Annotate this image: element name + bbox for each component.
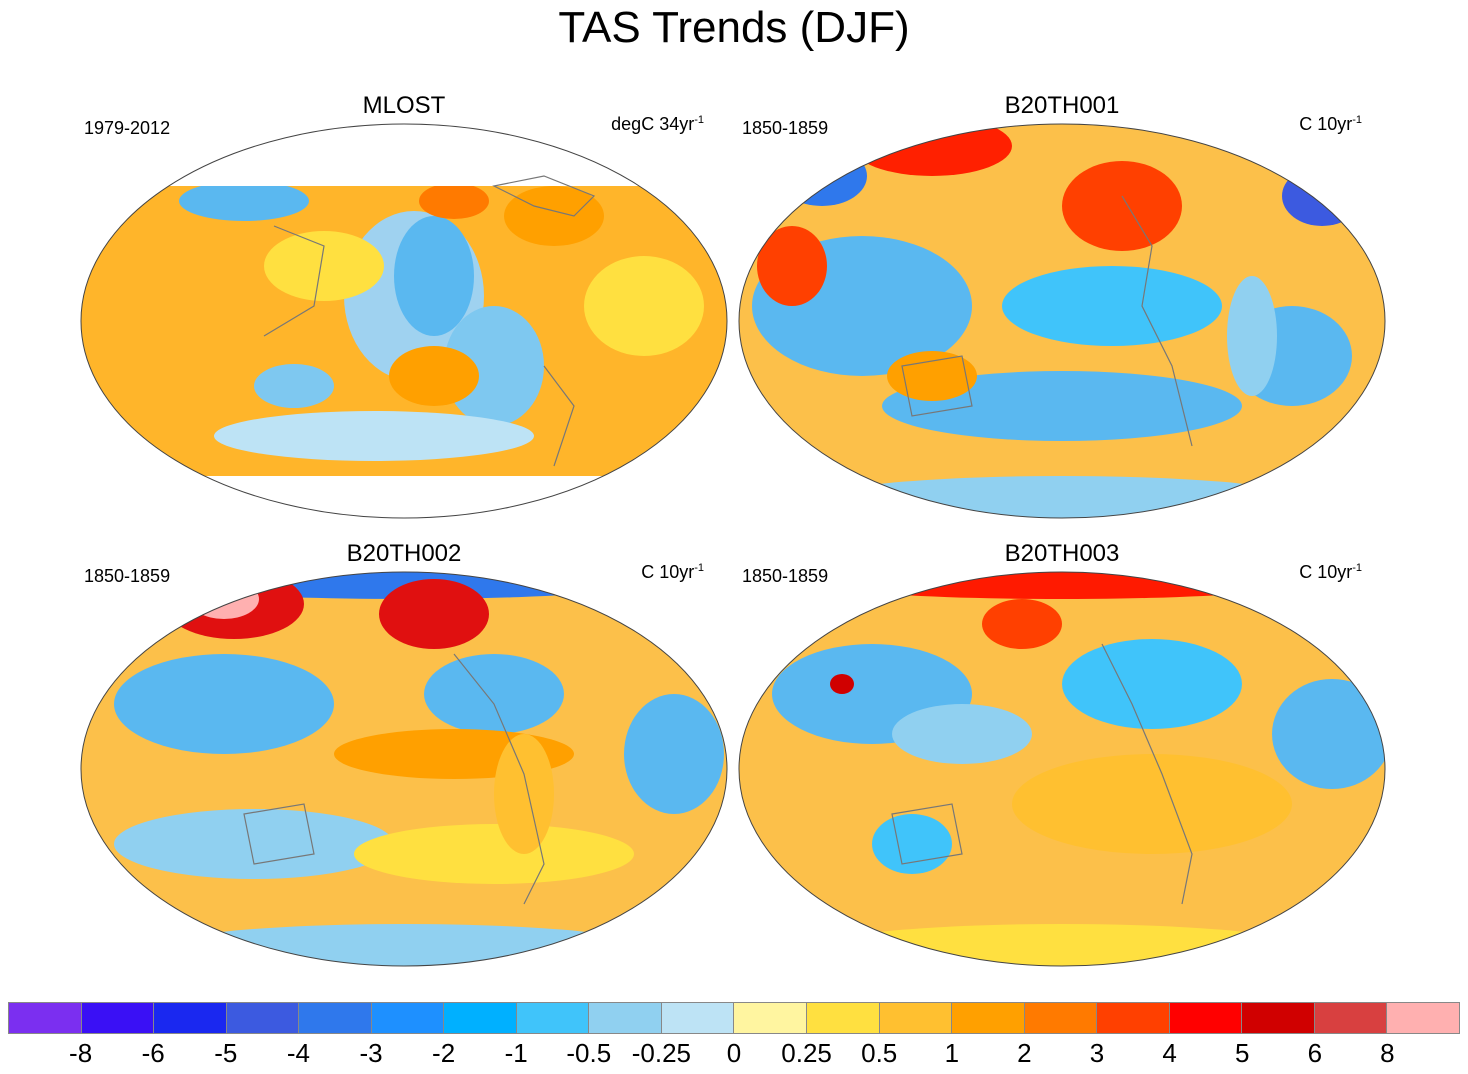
colorbar-box — [1314, 1003, 1388, 1033]
colorbar-tick-label: -1 — [504, 1038, 528, 1068]
colorbar-box — [9, 1003, 82, 1033]
colorbar-tick-label: -4 — [286, 1038, 310, 1068]
colorbar-tick-label: 0.25 — [781, 1038, 832, 1068]
colorbar-box — [1169, 1003, 1243, 1033]
colorbar-tick-label: 5 — [1234, 1038, 1250, 1068]
colorbar-tick-label: -3 — [359, 1038, 383, 1068]
colorbar-box — [589, 1003, 662, 1033]
colorbar-tick-label: -5 — [214, 1038, 238, 1068]
colorbar-box — [371, 1003, 445, 1033]
map-panel-b20th003: B20TH003 1850-1859 C 10yr-1 — [732, 540, 1392, 980]
map-b20th003 — [738, 571, 1386, 967]
colorbar-tick-label: -8 — [69, 1038, 93, 1068]
units-label: C 10yr-1 — [1299, 114, 1362, 134]
units-label: C 10yr-1 — [1299, 562, 1362, 582]
map-mlost — [80, 123, 728, 519]
colorbar-tick-label: 0.5 — [861, 1038, 898, 1068]
colorbar-tick-label: 2 — [1017, 1038, 1032, 1068]
colorbar-tick-label: 1 — [944, 1038, 960, 1068]
map-panel-b20th002: B20TH002 1850-1859 C 10yr-1 — [74, 540, 734, 980]
colorbar-box — [879, 1003, 953, 1033]
colorbar-tick-label: 0 — [726, 1038, 742, 1068]
colorbar-box — [444, 1003, 517, 1033]
colorbar-box — [1387, 1003, 1459, 1033]
colorbar-box — [1242, 1003, 1315, 1033]
colorbar-box — [226, 1003, 300, 1033]
period-label: 1850-1859 — [742, 566, 829, 586]
colorbar-box — [807, 1003, 880, 1033]
colorbar-tick-label: -0.5 — [566, 1038, 612, 1068]
panel-title: B20TH001 — [1004, 92, 1120, 119]
colorbar-tick-label: 6 — [1307, 1038, 1323, 1068]
figure-title: TAS Trends (DJF) — [558, 3, 910, 52]
colorbar-tick-label: 4 — [1162, 1038, 1177, 1068]
panel-title: B20TH002 — [346, 540, 462, 567]
colorbar-tick-label: -0.25 — [631, 1038, 692, 1068]
map-b20th002 — [80, 571, 728, 967]
colorbar-box — [952, 1003, 1025, 1033]
colorbar-tick-label: -2 — [432, 1038, 456, 1068]
colorbar-box — [154, 1003, 227, 1033]
colorbar-box — [1097, 1003, 1170, 1033]
colorbar — [8, 1002, 1460, 1034]
colorbar-box — [81, 1003, 155, 1033]
units-label: C 10yr-1 — [641, 562, 704, 582]
colorbar-box — [661, 1003, 735, 1033]
map-b20th001 — [738, 123, 1386, 519]
colorbar-box — [516, 1003, 590, 1033]
period-label: 1850-1859 — [742, 118, 829, 138]
colorbar-box — [734, 1003, 808, 1033]
colorbar-box — [1024, 1003, 1098, 1033]
period-label: 1850-1859 — [84, 566, 171, 586]
map-panel-mlost: MLOST 1979-2012 degC 34yr-1 — [74, 92, 734, 532]
colorbar-box — [299, 1003, 372, 1033]
units-label: degC 34yr-1 — [611, 114, 704, 134]
colorbar-tick-labels: -8 -6 -5 -4 -3 -2 -1 -0.5 -0.25 0 0.25 0.5 1 2 3 4 5 6 8 — [8, 1038, 1460, 1074]
period-label: 1979-2012 — [84, 118, 171, 138]
colorbar-tick-label: -6 — [141, 1038, 165, 1068]
colorbar-tick-label: 3 — [1089, 1038, 1105, 1068]
panel-title: B20TH003 — [1004, 540, 1120, 567]
map-panel-b20th001: B20TH001 1850-1859 C 10yr-1 — [732, 92, 1392, 532]
colorbar-tick-label: 8 — [1380, 1038, 1395, 1068]
panel-title: MLOST — [362, 92, 446, 119]
